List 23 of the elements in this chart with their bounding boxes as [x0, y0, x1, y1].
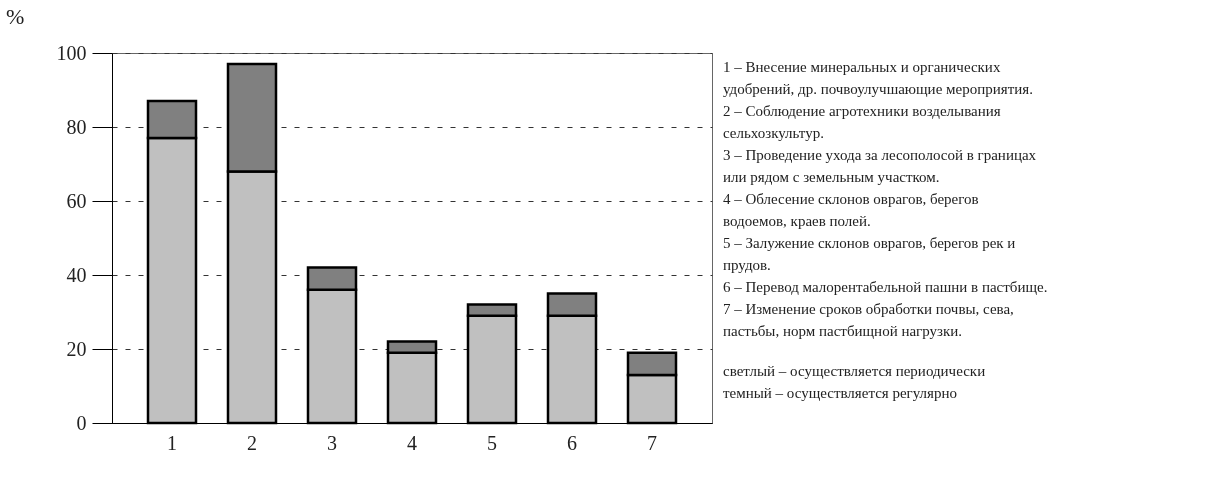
x-tick-label: 2 — [247, 431, 257, 454]
text: 5 – Залужение склонов оврагов, берегов рек и прудов. — [723, 235, 1016, 273]
text: 1 – Внесение минеральных и органических удобрений, др. почвоулучшающие мероприятия. — [723, 59, 1033, 97]
text: 7 – Изменение сроков обработки почвы, сева, пастьбы, норм пастбищной нагрузки. — [723, 301, 1014, 339]
text: светлый – осуществляется периодически — [723, 363, 986, 379]
text: темный – осуществляется регулярно — [723, 385, 958, 401]
x-tick-label: 6 — [567, 431, 577, 454]
x-tick-label: 7 — [647, 431, 657, 454]
y-tick-label: 0 — [76, 411, 87, 434]
text: 2 – Соблюдение агротехники возделывания сельхозкультур. — [723, 103, 1001, 141]
y-tick-label: 60 — [66, 189, 87, 212]
text: 3 – Проведение ухода за лесополосой в границах или рядом с земельным участком. — [723, 147, 1037, 185]
y-tick-label: 40 — [66, 263, 87, 286]
y-tick-label: 80 — [66, 115, 87, 138]
text: 6 – Перевод малорентабельной пашни в пастбище. — [723, 279, 1048, 295]
text: 4 – Облесение склонов оврагов, берегов водоемов, краев полей. — [723, 191, 979, 229]
x-tick-label: 1 — [167, 431, 177, 454]
x-tick-label: 5 — [487, 431, 497, 454]
y-axis-title: % — [6, 4, 25, 29]
x-tick-label: 4 — [407, 431, 417, 454]
x-tick-label: 3 — [327, 431, 337, 454]
y-tick-label: 100 — [56, 41, 87, 64]
y-tick-label: 20 — [66, 337, 87, 360]
